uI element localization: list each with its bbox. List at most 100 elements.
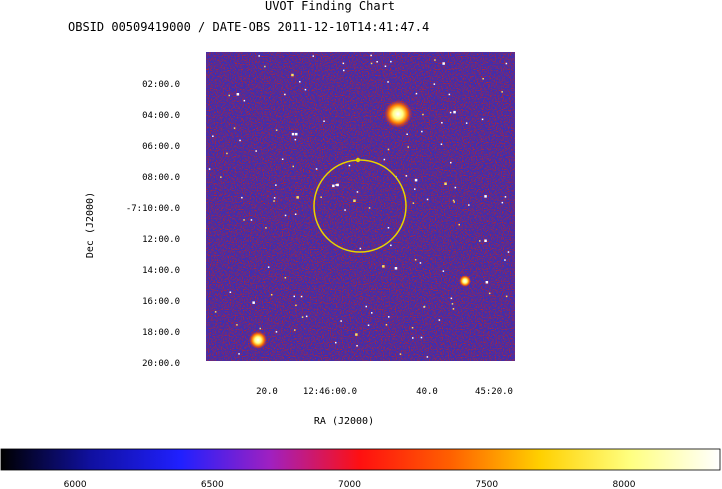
y-axis-label: Dec (J2000) — [85, 192, 96, 258]
star-point — [233, 127, 236, 129]
star-point — [426, 356, 429, 358]
star-point — [406, 133, 408, 135]
star-point — [507, 251, 510, 253]
ra-tick-label: 45:20.0 — [475, 387, 513, 397]
x-axis-label: RA (J2000) — [314, 416, 374, 427]
colorbar-tick-label: 7000 — [338, 480, 361, 489]
star-point — [501, 201, 504, 204]
colorbar-tick-label: 8000 — [613, 480, 636, 489]
star-point — [481, 118, 484, 121]
sky-image — [206, 52, 515, 361]
star-point — [376, 61, 378, 63]
star-point — [355, 333, 358, 336]
star-point — [399, 353, 402, 355]
star-point — [275, 331, 278, 333]
star-point — [275, 184, 277, 186]
star-point — [453, 201, 455, 203]
star-point — [344, 209, 346, 211]
star-point — [294, 329, 296, 331]
star-point — [238, 353, 240, 355]
dec-tick-label: 16:00.0 — [142, 297, 180, 307]
dec-tick-label: -7:10:00.0 — [126, 204, 180, 214]
dec-tick-label: 08:00.0 — [142, 173, 180, 183]
bright-source — [384, 100, 412, 128]
star-point — [433, 83, 436, 85]
star-point — [484, 239, 487, 242]
star-point — [265, 227, 267, 229]
star-point — [320, 196, 322, 198]
star-point — [305, 315, 308, 318]
star-point — [250, 219, 253, 221]
star-point — [300, 295, 303, 298]
bright-source — [249, 331, 267, 349]
star-point — [228, 94, 230, 97]
dec-tick-label: 02:00.0 — [142, 80, 180, 90]
star-point — [312, 55, 314, 57]
star-point — [411, 327, 414, 329]
star-point — [451, 303, 454, 305]
star-point — [383, 158, 386, 161]
star-point — [405, 175, 408, 177]
ra-ticks: 20.0 12:46:00.0 40.0 45:20.0 — [256, 387, 513, 397]
star-point — [236, 324, 238, 326]
colorbar-gradient — [0, 448, 721, 471]
star-point — [291, 73, 294, 77]
ra-tick-label: 40.0 — [416, 387, 438, 397]
star-point — [450, 297, 453, 300]
star-point — [252, 301, 255, 304]
star-point — [264, 65, 266, 68]
star-point — [259, 327, 261, 330]
star-point — [229, 291, 232, 293]
star-point — [453, 110, 456, 114]
dec-tick-label: 04:00.0 — [142, 111, 180, 121]
star-point — [414, 259, 417, 261]
star-point — [323, 120, 325, 122]
star-point — [444, 182, 447, 185]
star-point — [504, 196, 507, 198]
star-point — [465, 122, 468, 124]
colorbar: 6000 6500 7000 7500 8000 — [0, 448, 721, 489]
dec-tick-label: 20:00.0 — [142, 359, 180, 369]
star-point — [452, 199, 455, 202]
star-point — [454, 186, 457, 189]
star-point — [394, 267, 398, 270]
chart-title: UVOT Finding Chart — [265, 0, 395, 13]
star-point — [390, 244, 392, 247]
star-point — [387, 148, 390, 151]
star-point — [387, 81, 389, 83]
star-point — [315, 168, 318, 170]
star-point — [293, 295, 295, 298]
star-point — [448, 93, 451, 96]
star-point — [236, 93, 240, 96]
star-point — [390, 60, 392, 63]
star-point — [291, 132, 295, 136]
star-point — [356, 345, 358, 347]
dec-tick-label: 12:00.0 — [142, 235, 180, 245]
star-point — [504, 259, 506, 261]
colorbar-tick-label: 6000 — [64, 480, 87, 489]
star-point — [284, 277, 287, 279]
star-point — [385, 324, 388, 326]
star-point — [336, 183, 339, 187]
star-point — [270, 294, 273, 296]
star-point — [501, 91, 503, 93]
dec-tick-label: 06:00.0 — [142, 142, 180, 152]
star-point — [441, 122, 443, 124]
star-point — [426, 198, 429, 201]
star-point — [332, 184, 335, 188]
star-point — [368, 207, 371, 209]
star-point — [301, 316, 304, 318]
star-point — [239, 139, 241, 142]
star-point — [442, 270, 445, 272]
star-point — [438, 319, 441, 321]
star-point — [294, 213, 297, 215]
star-point — [370, 62, 373, 65]
star-point — [382, 265, 385, 268]
star-point — [294, 138, 297, 141]
star-point — [241, 196, 243, 199]
star-point — [296, 196, 299, 199]
dec-tick-label: 18:00.0 — [142, 328, 180, 338]
star-point — [220, 176, 222, 178]
star-point — [412, 202, 415, 204]
star-point — [273, 197, 276, 199]
